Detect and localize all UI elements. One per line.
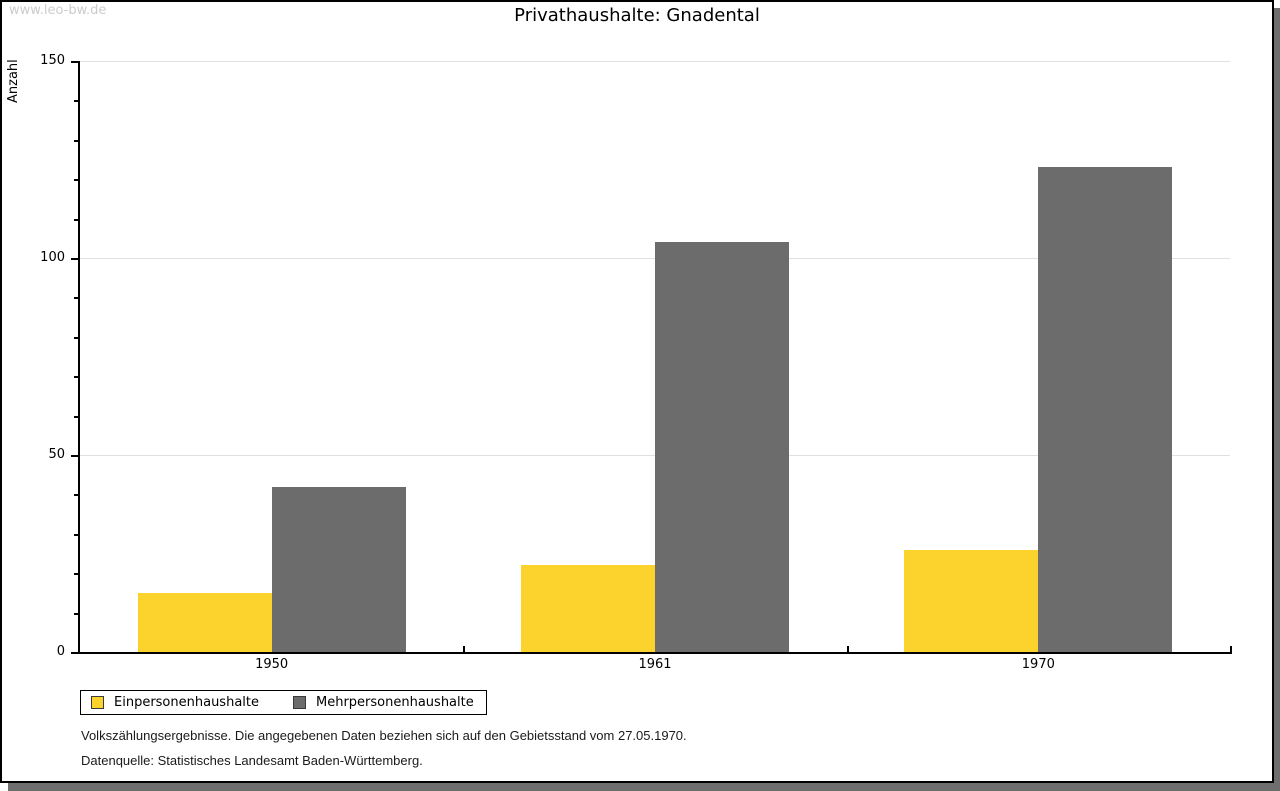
y-tick-label-100: 100 bbox=[40, 250, 65, 265]
y-tick-130 bbox=[74, 139, 78, 142]
x-axis-line bbox=[78, 652, 1232, 654]
y-tick-10 bbox=[74, 612, 78, 615]
y-tick-140 bbox=[74, 100, 78, 103]
y-tick-20 bbox=[74, 573, 78, 576]
x-tick-label-1961: 1961 bbox=[638, 657, 672, 672]
legend-swatch-mehrpersonenhaushalte bbox=[293, 696, 306, 709]
chart-title: Privathaushalte: Gnadental bbox=[514, 5, 760, 26]
x-tick-label-1950: 1950 bbox=[255, 657, 289, 672]
gridline-150 bbox=[80, 61, 1230, 62]
x-tick-label-1970: 1970 bbox=[1021, 657, 1055, 672]
x-tick-2 bbox=[846, 646, 849, 652]
y-tick-0 bbox=[71, 652, 78, 654]
y-tick-60 bbox=[74, 415, 78, 418]
y-tick-label-0: 0 bbox=[56, 644, 65, 659]
legend-label-einpersonenhaushalte: Einpersonenhaushalte bbox=[114, 695, 259, 710]
y-tick-110 bbox=[74, 218, 78, 221]
bar-mehrpersonenhaushalte-1961 bbox=[655, 242, 789, 652]
y-tick-label-150: 150 bbox=[40, 53, 65, 68]
footnote-data-source: Datenquelle: Statistisches Landesamt Bad… bbox=[81, 753, 423, 768]
x-tick-3 bbox=[1230, 646, 1232, 652]
x-tick-1 bbox=[463, 646, 466, 652]
legend: Einpersonenhaushalte Mehrpersonenhaushalt… bbox=[80, 690, 487, 715]
y-tick-50 bbox=[71, 455, 78, 457]
y-tick-30 bbox=[74, 533, 78, 536]
legend-swatch-einpersonenhaushalte bbox=[91, 696, 104, 709]
y-tick-40 bbox=[74, 494, 78, 497]
y-tick-150 bbox=[71, 61, 78, 63]
y-tick-80 bbox=[74, 336, 78, 339]
bar-mehrpersonenhaushalte-1950 bbox=[271, 486, 406, 652]
y-tick-label-50: 50 bbox=[48, 447, 65, 462]
y-tick-120 bbox=[74, 179, 78, 182]
footnote-source-note: Volkszählungsergebnisse. Die angegebenen… bbox=[81, 728, 687, 743]
bar-einpersonenhaushalte-1961 bbox=[521, 565, 655, 652]
y-tick-100 bbox=[71, 258, 78, 260]
watermark: www.leo-bw.de bbox=[9, 3, 107, 18]
bar-einpersonenhaushalte-1970 bbox=[904, 549, 1039, 652]
y-axis-line bbox=[78, 61, 80, 654]
y-tick-70 bbox=[74, 376, 78, 379]
y-tick-90 bbox=[74, 297, 78, 300]
bar-mehrpersonenhaushalte-1970 bbox=[1038, 167, 1173, 652]
bar-einpersonenhaushalte-1950 bbox=[137, 592, 272, 652]
legend-label-mehrpersonenhaushalte: Mehrpersonenhaushalte bbox=[316, 695, 474, 710]
